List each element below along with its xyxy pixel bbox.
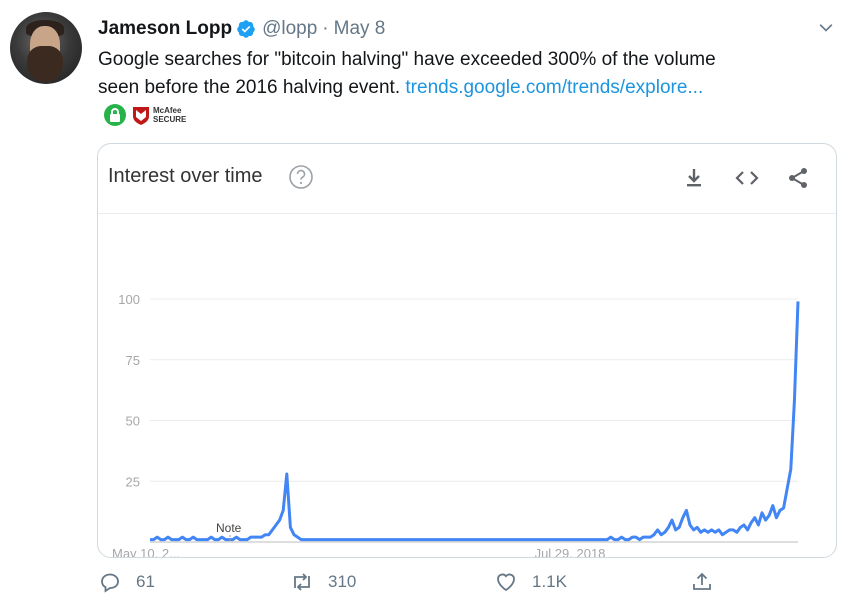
embed-icon[interactable] <box>734 166 760 190</box>
y-tick-label: 25 <box>126 474 140 489</box>
separator-dot: · <box>322 18 329 39</box>
lock-icon <box>104 104 126 126</box>
upload-share-icon <box>693 572 711 590</box>
y-tick-label: 50 <box>126 414 140 429</box>
tweet-header: Jameson Lopp @lopp · May 8 <box>98 16 385 42</box>
y-tick-label: 100 <box>118 292 140 307</box>
reply-count: 61 <box>136 572 155 591</box>
author-name[interactable]: Jameson Lopp <box>98 18 233 39</box>
y-tick-label: 75 <box>126 353 140 368</box>
like-button[interactable]: 1.1K <box>494 570 567 594</box>
retweet-count: 310 <box>328 572 357 591</box>
chevron-down-icon[interactable] <box>816 18 836 38</box>
card-header: Interest over time <box>98 144 836 214</box>
mcafee-label-line2: SECURE <box>153 115 187 124</box>
tweet-text-line2-body: seen before the 2016 halving event. <box>98 77 401 98</box>
mcafee-shield-icon <box>133 107 149 125</box>
share-tweet-button[interactable] <box>690 570 714 594</box>
mcafee-label: McAfee SECURE <box>153 106 186 124</box>
trends-card[interactable]: Interest over time 100 75 50 25 May 10, 2...… <box>97 143 837 558</box>
security-badges: McAfee SECURE <box>104 104 186 126</box>
tweet-text: Google searches for "bitcoin halving" ha… <box>98 46 818 102</box>
tweet-date[interactable]: May 8 <box>333 18 386 39</box>
note-annotation[interactable]: Note <box>216 521 242 535</box>
trends-link[interactable]: trends.google.com/trends/explore... <box>405 77 704 98</box>
mcafee-secure-badge: McAfee SECURE <box>132 105 186 125</box>
verified-badge-icon <box>237 20 255 38</box>
tweet-text-line2: seen before the 2016 halving event. tren… <box>98 74 818 102</box>
retweet-icon <box>294 573 310 591</box>
share-icon[interactable] <box>786 166 810 190</box>
retweet-button[interactable]: 310 <box>290 570 356 594</box>
reply-button[interactable]: 61 <box>98 570 155 594</box>
series-line <box>150 301 800 542</box>
tweet-actions: 61 310 1.1K <box>0 570 850 604</box>
tweet-text-line1: Google searches for "bitcoin halving" ha… <box>98 49 716 70</box>
download-icon[interactable] <box>682 166 706 190</box>
x-tick-label: Jul 29, 2018 <box>535 546 606 558</box>
avatar-beard <box>27 46 63 82</box>
author-handle[interactable]: @lopp <box>262 18 318 39</box>
like-count: 1.1K <box>532 572 567 591</box>
mcafee-label-line1: McAfee <box>153 106 182 115</box>
avatar[interactable] <box>10 12 82 84</box>
card-title: Interest over time <box>108 165 263 187</box>
x-tick-label: May 10, 2... <box>112 546 180 558</box>
interest-over-time-chart: 100 75 50 25 May 10, 2... Jul 29, 2018 Note <box>112 292 800 558</box>
help-icon[interactable] <box>288 164 314 190</box>
heart-icon <box>497 573 515 592</box>
reply-icon <box>101 573 119 593</box>
